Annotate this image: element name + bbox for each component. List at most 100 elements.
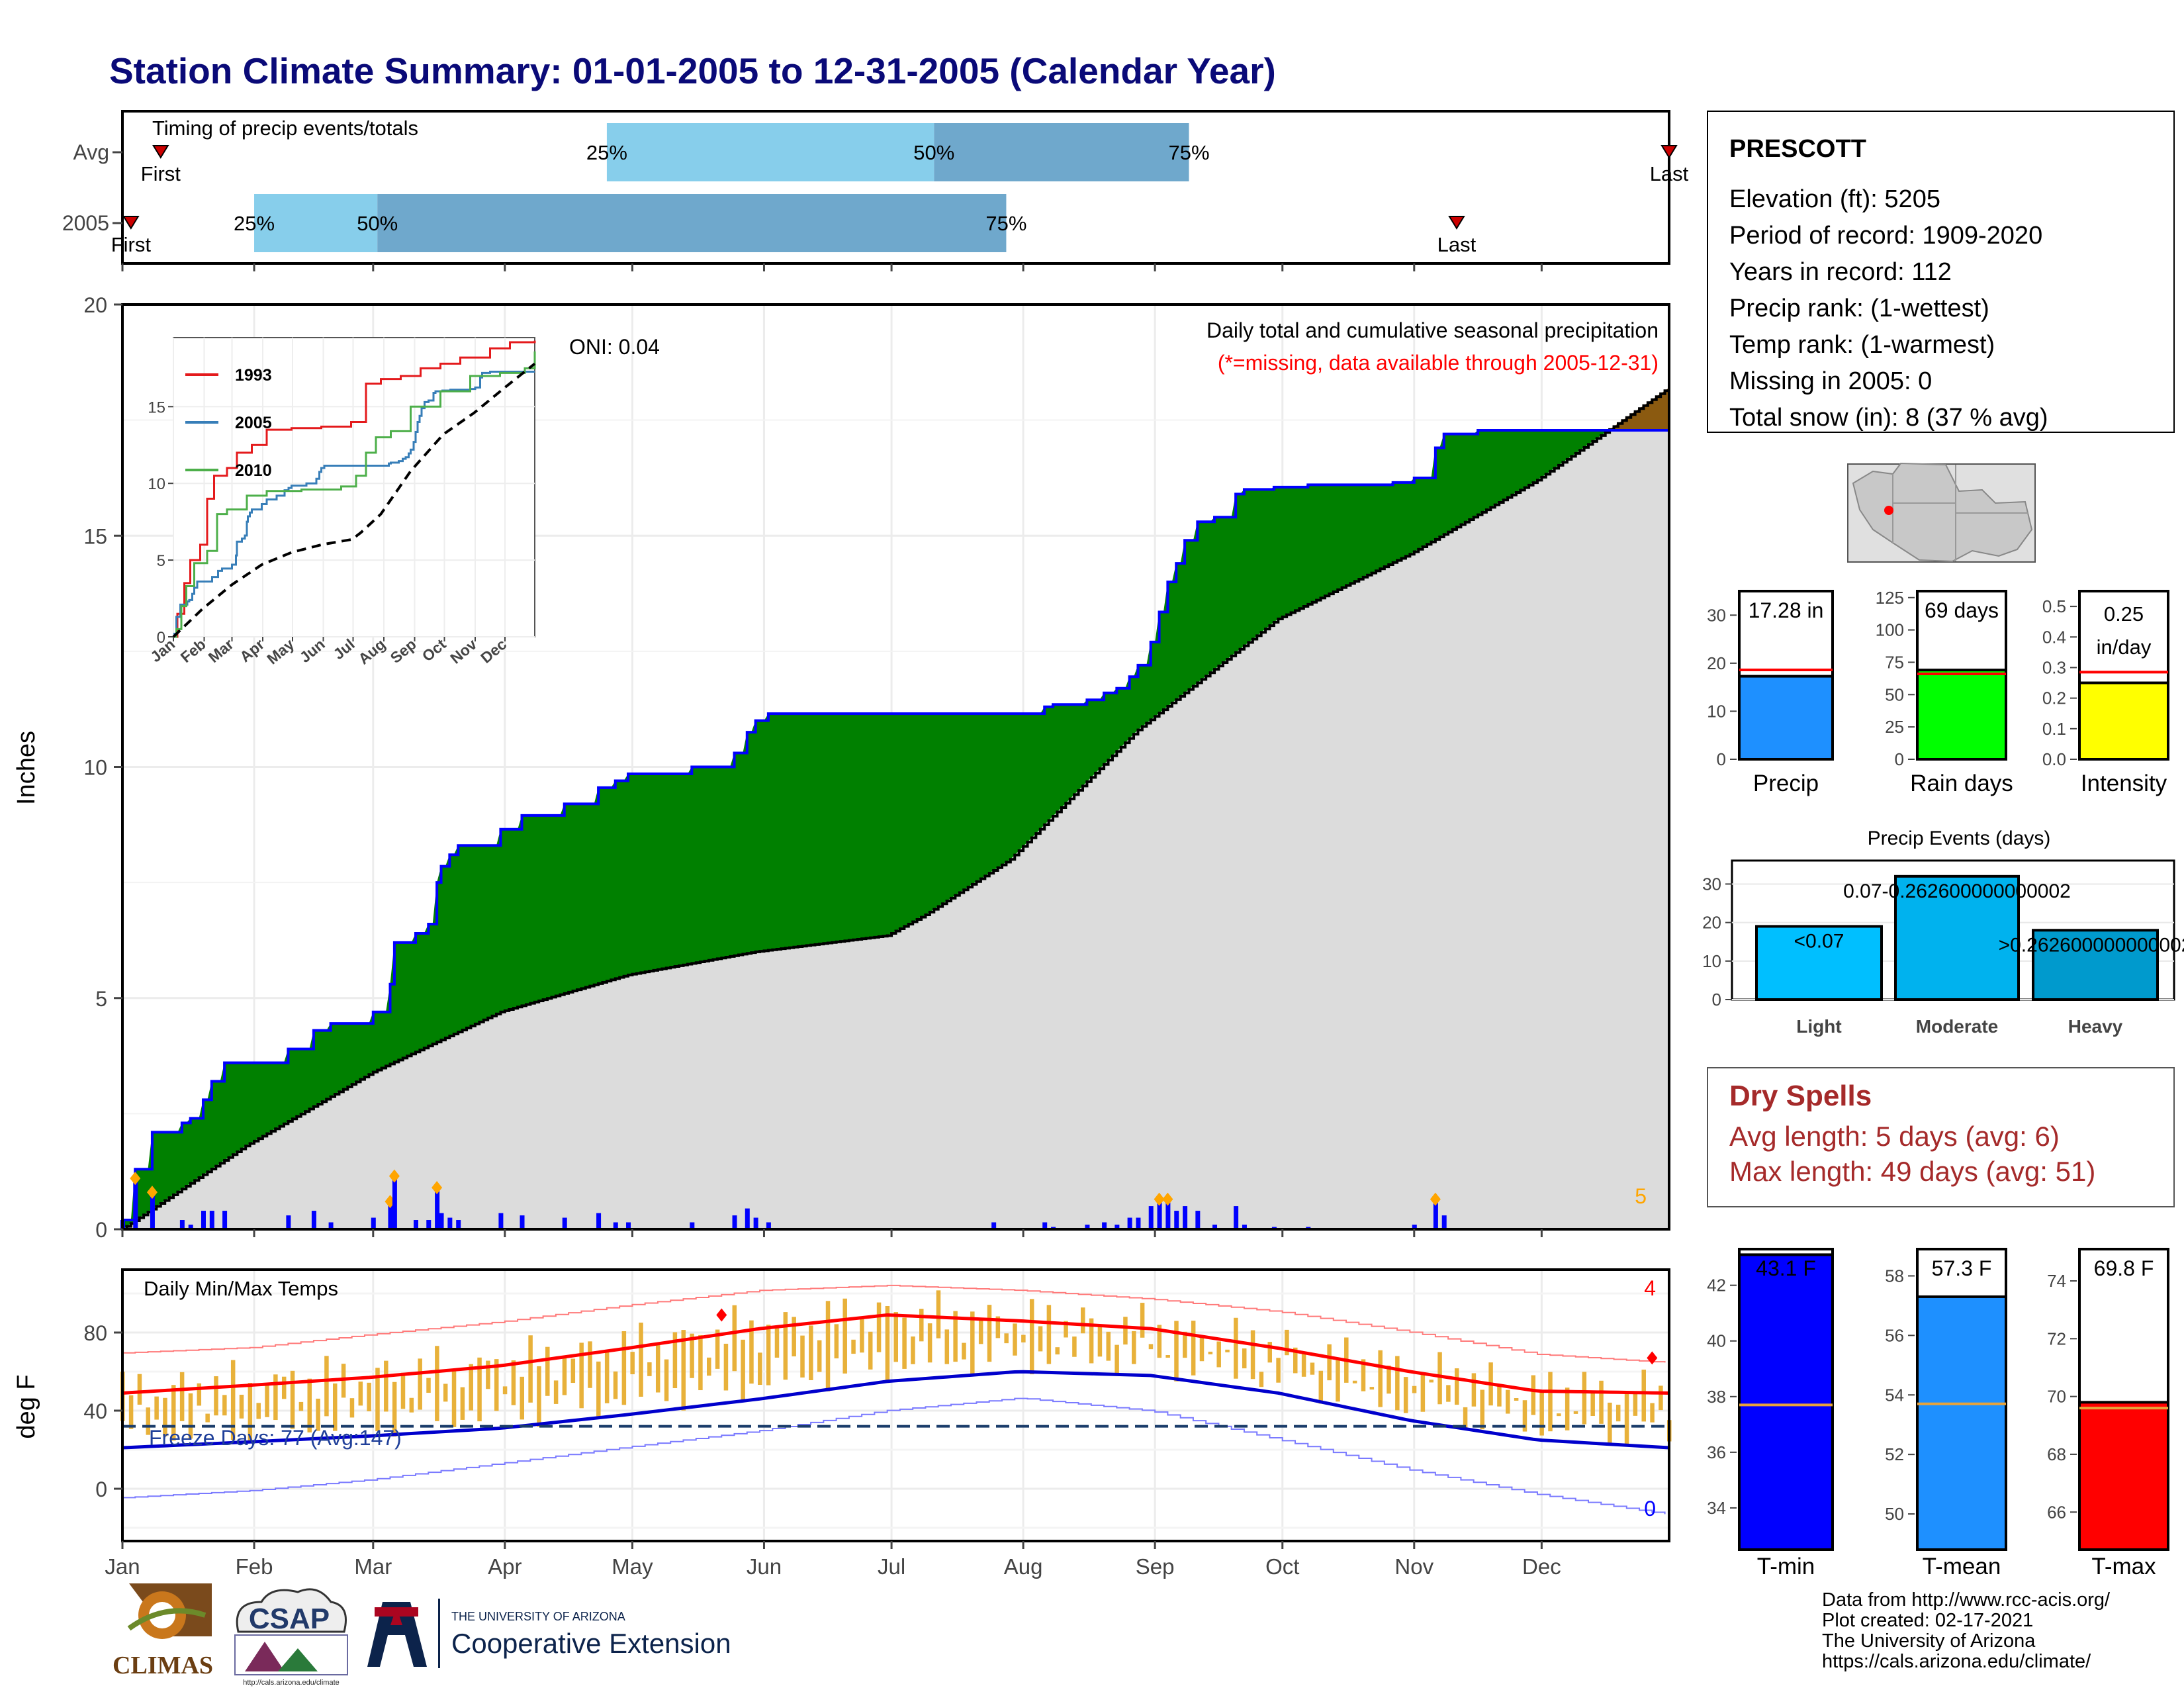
page-title: Station Climate Summary: 01-01-2005 to 1… [109,50,1276,91]
ua-small-text: THE UNIVERSITY OF ARIZONA [451,1610,625,1623]
precip-large-event-marker [432,1181,443,1195]
daily-temp-bar [477,1357,482,1422]
daily-temp-bar [1013,1323,1017,1356]
daily-temp-bar [1539,1391,1544,1436]
daily-temp-bar [664,1359,669,1401]
daily-temp-bar [1582,1372,1587,1425]
precip-daily-bar [745,1208,750,1229]
station-name: PRESCOTT [1729,135,1866,163]
stat-rain-days-tick-label: 125 [1876,588,1904,608]
precip-daily-bar [1412,1225,1417,1229]
daily-temp-bar [604,1352,610,1403]
daily-temp-bar [1420,1374,1426,1412]
temp-stat-t-min-tick-label: 34 [1707,1498,1726,1518]
daily-temp-bar [1608,1402,1612,1443]
daily-temp-bar [273,1374,278,1421]
temp-stat-t-mean-value-bar [1916,1295,2007,1551]
daily-temp-bar [885,1305,890,1383]
precip-daily-bar [311,1211,316,1229]
month-label: Dec [1522,1554,1561,1579]
daily-temp-bar [451,1368,457,1427]
precip-daily-bar [222,1211,228,1229]
daily-temp-bar [1301,1354,1306,1377]
daily-temp-bar [1429,1380,1433,1383]
footer-line: Data from http://www.rcc-acis.org/ [1822,1589,2111,1611]
daily-temp-bar [400,1372,406,1409]
temp-stat-bar-1: 50 52 54 56 58 57.3 F T-mean [1885,1248,2007,1579]
precip-daily-bar [1157,1199,1162,1229]
temp-stat-t-max-value-bar [2078,1401,2169,1552]
stat-bar-2: 0.0 0.1 0.2 0.3 0.4 0.5 0.25 in/day 0.25 in/day I… [2042,590,2169,796]
inset-legend-label: 2005 [235,414,272,432]
station-detail-line: Period of record: 1909-2020 [1729,222,2042,250]
daily-temp-bar [732,1305,737,1372]
timing-first-marker [122,216,140,230]
daily-temp-bar [1285,1329,1289,1356]
footer-line: https://cals.arizona.edu/climate/ [1822,1651,2091,1672]
stat-precip-tick-label: 30 [1707,605,1726,625]
daily-temp-bar [553,1380,559,1404]
station-details: Elevation (ft): 5205 Period of record: 19… [1729,185,2048,432]
climas-logo: CLIMAS [113,1583,213,1679]
daily-temp-bar [1565,1387,1570,1430]
daily-temp-bar [1641,1370,1646,1422]
daily-temp-bar [1403,1377,1408,1413]
daily-temp-bar [1446,1385,1451,1402]
temp-stat-t-mean-tick-label: 50 [1885,1504,1904,1524]
inset-legend-label: 1993 [235,366,272,385]
university-of-arizona-logo: THE UNIVERSITY OF ARIZONA Cooperative Ex… [367,1599,731,1668]
daily-temp-bar [978,1318,983,1344]
timing-rows: Avg 25% 50% 75% First Last 2005 25% 50% 75% First L… [62,123,1689,256]
record-high-marker [1647,1351,1658,1365]
daily-temp-bar [1327,1344,1332,1381]
temp-y-tick-label: 40 [83,1399,107,1423]
timing-first-label: First [141,162,181,185]
daily-temp-bar [758,1352,762,1385]
daily-temp-bar [469,1364,473,1411]
daily-temp-bar [792,1317,796,1357]
events-bar-moderate [1894,874,2020,1002]
temp-stat-t-mean-value-text: 57.3 F [1932,1256,1992,1280]
month-label: Jul [878,1554,905,1579]
inset-y-tick-label: 0 [157,629,165,647]
month-label: Jun [747,1554,782,1579]
precip-daily-bar [414,1220,419,1229]
daily-temp-bar [1038,1326,1043,1352]
inset-legend-label: 2010 [235,461,272,480]
footer-line: Plot created: 02-17-2021 [1822,1610,2033,1631]
daily-temp-bar [511,1360,516,1405]
daily-temp-bar [1480,1389,1485,1430]
precip-daily-bar [1165,1199,1171,1229]
daily-temp-bar [621,1331,627,1405]
events-bar-heavy [2032,929,2159,1001]
daily-temp-bar [205,1413,210,1423]
location-map [1847,462,2036,563]
daily-temp-bar [520,1376,525,1420]
precip-daily-bar [520,1215,525,1229]
record-low-line [122,1397,1666,1515]
precip-daily-bar [286,1215,291,1229]
daily-temp-bar [630,1352,635,1375]
precip-large-event-marker [146,1186,158,1199]
daily-temp-bar [647,1362,652,1376]
temp-stat-t-min-tick-label: 42 [1707,1276,1726,1295]
daily-temp-bar [783,1312,788,1380]
temp-stat-t-max-value-text: 69.8 F [2094,1256,2154,1280]
daily-temp-bar [1557,1413,1561,1417]
daily-temp-bar [1216,1341,1221,1368]
avg-max-line [122,1313,1670,1395]
daily-temp-bar [179,1372,185,1421]
precip-daily-bar [1234,1206,1239,1229]
ua-big-text: Cooperative Extension [451,1628,731,1659]
temp-stat-t-mean-tick-label: 54 [1885,1385,1904,1405]
daily-temp-bar [970,1311,975,1376]
daily-temp-bar [137,1374,142,1405]
precip-daily-bar [456,1220,461,1229]
temp-stat-t-max-tick-label: 66 [2047,1502,2066,1522]
daily-temp-bar [1369,1387,1375,1390]
precip-month-ticks [121,263,1543,1237]
daily-temp-bar [1352,1380,1357,1383]
precip-daily-bar [1085,1225,1090,1229]
events-category-label: Moderate [1916,1016,1998,1037]
stat-rain-days-tick-label: 0 [1895,749,1904,769]
